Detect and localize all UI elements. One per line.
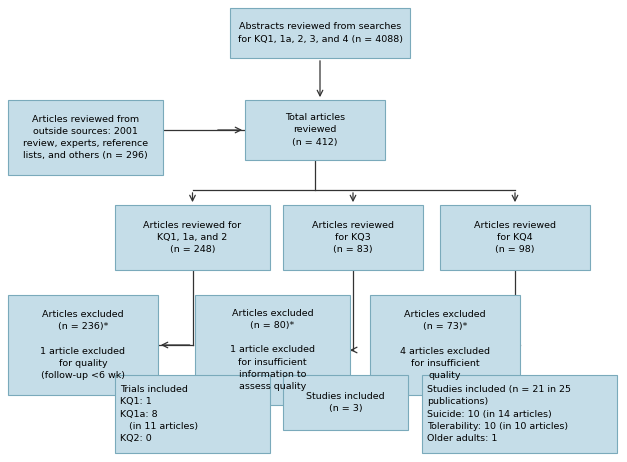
Text: Trials included
KQ1: 1
KQ1a: 8
   (in 11 articles)
KQ2: 0: Trials included KQ1: 1 KQ1a: 8 (in 11 ar… bbox=[120, 385, 198, 443]
FancyBboxPatch shape bbox=[440, 205, 590, 270]
FancyBboxPatch shape bbox=[283, 375, 408, 430]
FancyBboxPatch shape bbox=[195, 295, 350, 405]
Text: Articles excluded
(n = 80)*

1 article excluded
for insufficient
information to
: Articles excluded (n = 80)* 1 article ex… bbox=[230, 309, 315, 391]
FancyBboxPatch shape bbox=[370, 295, 520, 395]
Text: Articles excluded
(n = 236)*

1 article excluded
for quality
(follow-up <6 wk): Articles excluded (n = 236)* 1 article e… bbox=[41, 310, 125, 380]
FancyBboxPatch shape bbox=[115, 375, 270, 453]
FancyBboxPatch shape bbox=[8, 100, 163, 175]
FancyBboxPatch shape bbox=[283, 205, 423, 270]
Text: Articles reviewed for
KQ1, 1a, and 2
(n = 248): Articles reviewed for KQ1, 1a, and 2 (n … bbox=[144, 221, 241, 254]
Text: Articles reviewed from
outside sources: 2001
review, experts, reference
lists, a: Articles reviewed from outside sources: … bbox=[23, 115, 148, 160]
FancyBboxPatch shape bbox=[422, 375, 617, 453]
FancyBboxPatch shape bbox=[245, 100, 385, 160]
Text: Abstracts reviewed from searches
for KQ1, 1a, 2, 3, and 4 (n = 4088): Abstracts reviewed from searches for KQ1… bbox=[238, 23, 403, 43]
Text: Total articles
reviewed
(n = 412): Total articles reviewed (n = 412) bbox=[285, 113, 345, 146]
Text: Articles excluded
(n = 73)*

4 articles excluded
for insufficient
quality: Articles excluded (n = 73)* 4 articles e… bbox=[400, 310, 490, 380]
Text: Studies included (n = 21 in 25
publications)
Suicide: 10 (in 14 articles)
Tolera: Studies included (n = 21 in 25 publicati… bbox=[427, 385, 571, 443]
Text: Articles reviewed
for KQ4
(n = 98): Articles reviewed for KQ4 (n = 98) bbox=[474, 221, 556, 254]
Text: Articles reviewed
for KQ3
(n = 83): Articles reviewed for KQ3 (n = 83) bbox=[312, 221, 394, 254]
FancyBboxPatch shape bbox=[230, 8, 410, 58]
Text: Studies included
(n = 3): Studies included (n = 3) bbox=[306, 392, 385, 413]
FancyBboxPatch shape bbox=[8, 295, 158, 395]
FancyBboxPatch shape bbox=[115, 205, 270, 270]
